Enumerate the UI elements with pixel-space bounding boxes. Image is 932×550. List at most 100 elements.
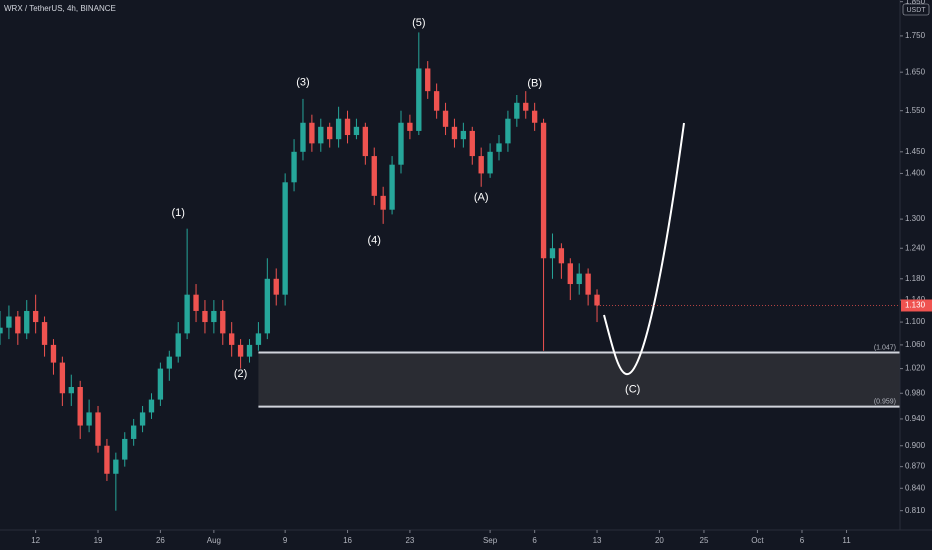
candle-body — [193, 294, 199, 311]
candle-body — [451, 126, 458, 140]
candle-body — [362, 126, 369, 157]
candle-body — [549, 248, 556, 259]
candle-body — [514, 102, 520, 119]
candle-body — [273, 278, 279, 295]
candle-body — [166, 356, 172, 369]
candle-body — [15, 316, 21, 334]
y-tick-label: 0.940 — [905, 414, 926, 423]
wave-label: (B) — [527, 77, 542, 89]
candle-body — [460, 130, 467, 140]
candle-body — [113, 459, 119, 474]
candle-body — [576, 273, 582, 285]
x-tick-label: 13 — [593, 536, 602, 545]
candle-body — [380, 195, 386, 210]
candle-body — [585, 273, 591, 295]
candle-body — [175, 333, 181, 357]
candle-body — [0, 327, 3, 334]
candle-body — [237, 344, 244, 357]
candle-body — [68, 387, 74, 394]
candle-body — [416, 68, 422, 131]
candle-body — [478, 156, 484, 174]
wave-label: (1) — [171, 207, 184, 219]
y-tick-label: 0.980 — [905, 388, 926, 397]
candle-body — [309, 122, 315, 144]
plot-area: (1.047) (0.959) (1) (2) (3) (4) (5) (A) (B) (C) — [0, 17, 900, 511]
last-price-box — [901, 299, 932, 312]
x-tick-label: Oct — [751, 536, 764, 545]
candle-body — [371, 156, 377, 196]
candle-body — [318, 126, 324, 144]
candle-body — [184, 294, 190, 334]
y-tick-label: 0.810 — [905, 506, 926, 515]
candle-body — [24, 310, 30, 334]
y-tick-label: 1.180 — [905, 274, 926, 283]
candle-body — [130, 425, 137, 439]
x-tick-label: 25 — [700, 536, 709, 545]
wave-label: (4) — [368, 235, 381, 247]
y-tick-label: 1.240 — [905, 243, 926, 252]
wave-label: (C) — [625, 383, 640, 395]
candle-body — [229, 333, 235, 345]
x-tick-label: Aug — [207, 536, 221, 545]
x-tick-label: 23 — [405, 536, 414, 545]
candle-body — [255, 333, 262, 345]
y-tick-label: 1.400 — [905, 169, 926, 178]
candle-body — [389, 164, 395, 210]
candle-body — [32, 310, 39, 323]
candle-body — [264, 278, 270, 334]
x-tick-label: Sep — [483, 536, 498, 545]
candle-body — [594, 294, 600, 306]
candle-body — [148, 399, 155, 413]
candle-body — [344, 118, 351, 136]
wave-label: (A) — [474, 192, 489, 204]
x-tick-label: 20 — [655, 536, 664, 545]
candle-body — [407, 122, 413, 131]
candle-body — [353, 126, 360, 136]
candle-body — [157, 368, 164, 400]
candle-body — [122, 438, 128, 460]
candle-body — [50, 344, 57, 363]
candle-body — [95, 412, 101, 446]
candle-body — [398, 122, 404, 165]
y-tick-label: 1.020 — [905, 364, 926, 373]
candle-body — [202, 310, 208, 323]
zone-top-label: (1.047) — [874, 344, 896, 351]
candle-body — [487, 151, 493, 174]
candle-body — [300, 122, 306, 152]
y-tick-label: 0.870 — [905, 462, 926, 471]
candle-body — [567, 263, 573, 285]
candle-body — [540, 122, 547, 259]
wave-label: (3) — [296, 77, 309, 89]
y-tick-label: 1.450 — [905, 147, 926, 156]
candle-body — [6, 316, 12, 328]
x-tick-label: 26 — [156, 536, 165, 545]
zone-bottom-label: (0.959) — [874, 398, 896, 405]
target-zone — [258, 352, 900, 407]
candle-body — [442, 110, 449, 127]
candle-body — [86, 412, 92, 426]
candle-body — [282, 182, 288, 295]
candle-body — [523, 102, 529, 111]
axes: 1.850 1.750 1.650 1.550 1.450 1.400 1.300 1.240… — [31, 0, 932, 545]
x-tick-label: 11 — [842, 536, 851, 545]
candle-body — [41, 322, 48, 345]
candle-body — [246, 344, 253, 357]
y-tick-label: 0.840 — [905, 483, 926, 492]
chart-title: WRX / TetherUS, 4h, BINANCE — [4, 4, 116, 13]
currency: USDT — [906, 7, 926, 14]
candle-body — [104, 445, 110, 474]
y-tick-label: 1.650 — [905, 67, 926, 76]
candle-body — [531, 110, 538, 123]
y-tick-label: 1.850 — [905, 0, 926, 6]
wave-label: (2) — [234, 368, 247, 380]
candle-body — [327, 126, 333, 140]
candle-body — [505, 118, 511, 144]
candle-body — [220, 310, 226, 334]
candle-body — [335, 118, 342, 140]
candle-body — [77, 387, 83, 426]
wave-label: (5) — [412, 17, 425, 29]
y-tick-label: 1.750 — [905, 31, 926, 40]
candle-body — [211, 310, 217, 323]
candle-body — [59, 362, 66, 394]
